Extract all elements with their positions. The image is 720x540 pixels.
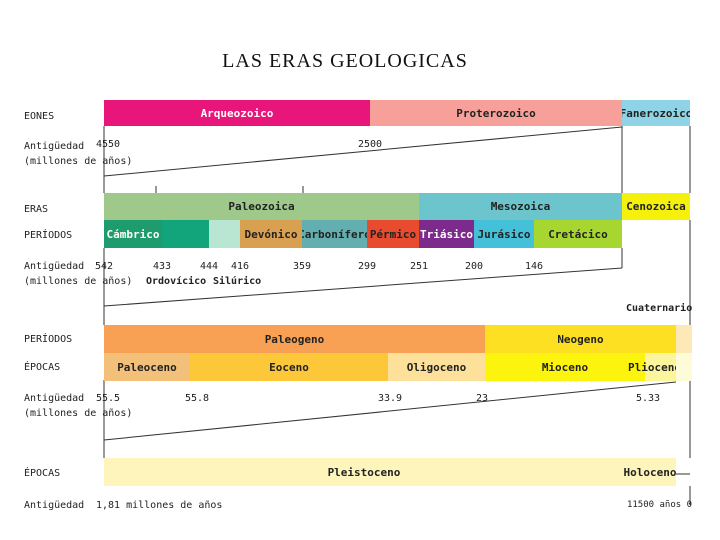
period-cretacico: Cretácico [534, 220, 622, 248]
era-paleozoica: Paleozoica [104, 193, 419, 220]
label-antiguedad: Antigüedad [24, 141, 85, 152]
eon-proterozoico: Proterozoico [370, 100, 622, 126]
age-299: 299 [358, 261, 377, 272]
period-ordovicico-block [162, 220, 209, 248]
epoch-pleistoceno: Pleistoceno [104, 458, 624, 486]
period-neogeno: Neogeno [485, 325, 676, 353]
eon-arqueozoico: Arqueozoico [104, 100, 370, 126]
period-triasico: Triásico [419, 220, 474, 248]
age-55-8: 55.8 [185, 393, 210, 404]
period-devonico: Devónico [240, 220, 302, 248]
label-antiguedad: Antigüedad [24, 393, 85, 404]
age-2500: 2500 [358, 139, 383, 150]
label-periodos: PERÍODOS [24, 334, 73, 345]
epoch-mioceno: Mioceno [485, 353, 645, 381]
label-periodos: PERÍODOS [24, 230, 73, 241]
epoch-plioceno: Plioceno [628, 353, 681, 381]
age-1-81: 1,81 millones de años [96, 500, 223, 511]
period-carbonifero: Carbonífero [302, 220, 367, 248]
label-antiguedad: Antigüedad [24, 261, 85, 272]
period-silurico-block [209, 220, 240, 248]
age-146: 146 [525, 261, 544, 272]
period-cuaternario-block [676, 325, 692, 353]
era-mesozoica: Mesozoica [419, 193, 622, 220]
epoch-plioceno-label: Plioceno [628, 360, 681, 374]
age-33-9: 33.9 [378, 393, 403, 404]
era-cenozoica: Cenozoica [622, 193, 690, 220]
age-5-33: 5.33 [636, 393, 661, 404]
age-4550: 4550 [96, 139, 121, 150]
label-millones: (millones de años) [24, 408, 133, 419]
label-antiguedad: Antigüedad [24, 500, 85, 511]
epoch-oligoceno: Oligoceno [388, 353, 485, 381]
age-542: 542 [95, 261, 114, 272]
period-permico: Pérmico [367, 220, 419, 248]
epoch-eoceno: Eoceno [190, 353, 388, 381]
label-ordovicico: Ordovícico [146, 276, 207, 287]
label-epocas: ÉPOCAS [24, 468, 61, 479]
label-millones: (millones de años) [24, 276, 133, 287]
label-millones: (millones de años) [24, 156, 133, 167]
period-jurasico: Jurásico [474, 220, 534, 248]
epoch-pleistoceno-block [676, 353, 692, 381]
label-eones: EONES [24, 111, 55, 122]
age-200: 200 [465, 261, 484, 272]
period-cambrico: Cámbrico [104, 220, 162, 248]
age-433: 433 [153, 261, 172, 272]
age-444: 444 [200, 261, 219, 272]
age-11500: 11500 años 0 [626, 500, 692, 510]
age-251: 251 [410, 261, 429, 272]
label-silurico: Silúrico [213, 276, 262, 287]
label-epocas: ÉPOCAS [24, 362, 61, 373]
label-eras: ERAS [24, 204, 49, 215]
period-paleogeno: Paleogeno [104, 325, 485, 353]
eon-fanerozoico: Fanerozoico [622, 100, 690, 126]
age-359: 359 [293, 261, 312, 272]
epoch-holoceno: Holoceno [624, 458, 676, 486]
age-55-5: 55.5 [96, 393, 121, 404]
page-title: LAS ERAS GEOLOGICAS [222, 50, 468, 72]
age-416: 416 [231, 261, 250, 272]
age-23: 23 [476, 393, 489, 404]
label-cuaternario: Cuaternario [626, 303, 693, 314]
epoch-paleoceno: Paleoceno [104, 353, 190, 381]
